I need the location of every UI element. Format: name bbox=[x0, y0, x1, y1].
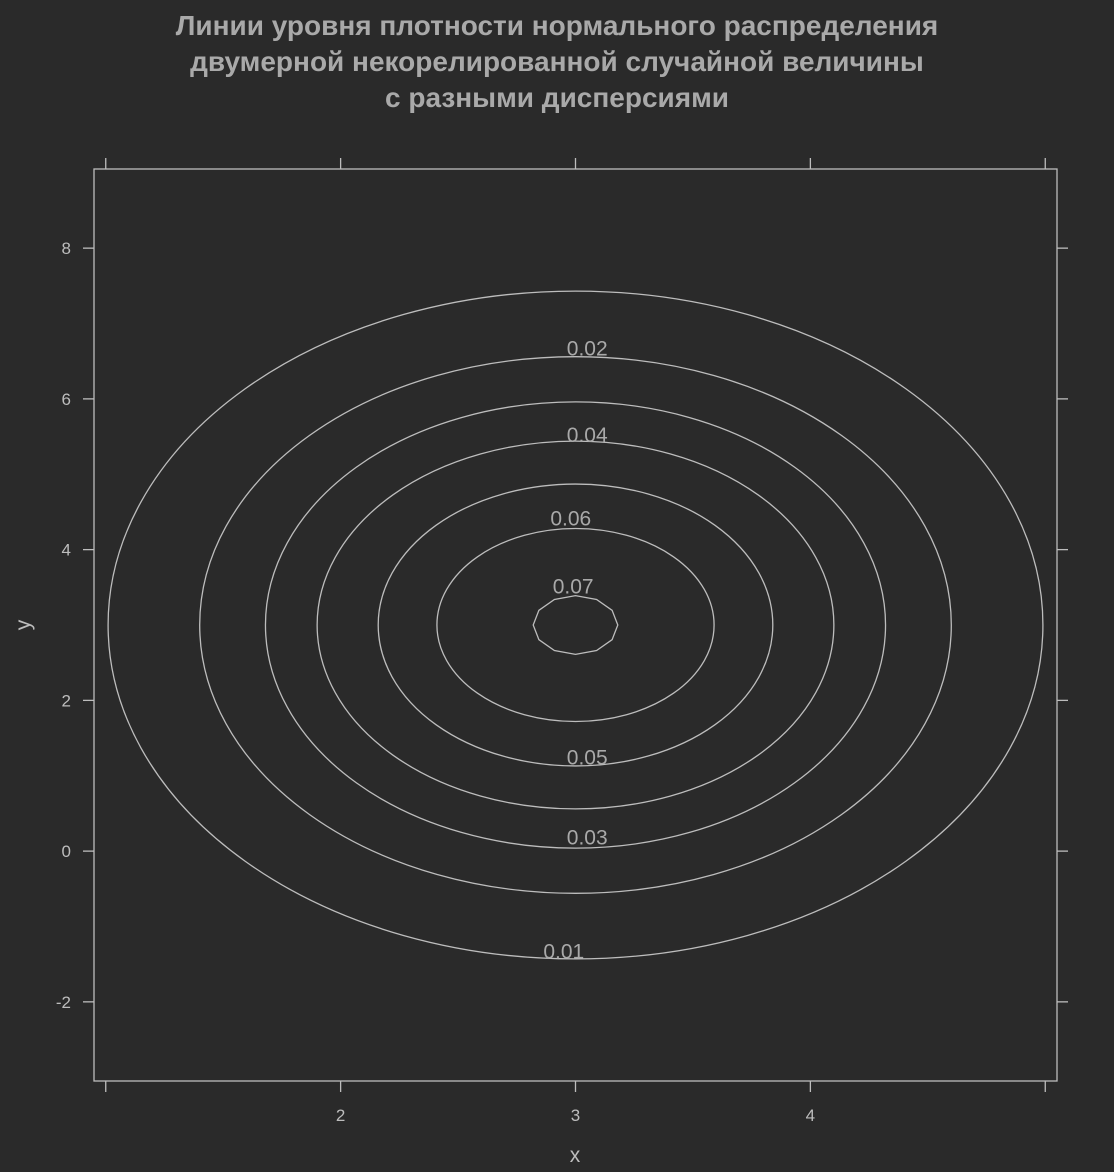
contour-label-0.02: 0.02 bbox=[567, 337, 608, 360]
chart-title: Линии уровня плотности нормального распр… bbox=[176, 10, 939, 113]
contour-label-0.05: 0.05 bbox=[567, 747, 608, 770]
contour-line-0.01 bbox=[107, 290, 1044, 960]
axis-ticks: 2 3 4 -2 0 2 4 6 8 bbox=[56, 158, 1068, 1125]
y-tick-label: 6 bbox=[62, 390, 71, 409]
x-tick-label: 2 bbox=[336, 1106, 345, 1125]
contour-label-0.04: 0.04 bbox=[567, 424, 608, 447]
contour-labels: 0.01 0.02 0.03 0.04 0.05 0.06 0.07 bbox=[543, 337, 608, 963]
contour-line-0.04 bbox=[316, 440, 835, 810]
y-tick-label: -2 bbox=[56, 993, 71, 1012]
contour-label-0.06: 0.06 bbox=[550, 508, 591, 531]
x-tick-label: 3 bbox=[571, 1106, 580, 1125]
y-axis-label: y bbox=[12, 619, 35, 630]
title-line-2: двумерной некорелированной случайной вел… bbox=[190, 46, 924, 77]
y-tick-label: 0 bbox=[62, 842, 71, 861]
y-tick-label: 4 bbox=[62, 541, 71, 560]
contour-lines bbox=[107, 290, 1044, 960]
contour-label-0.01: 0.01 bbox=[543, 940, 584, 963]
contour-line-0.06 bbox=[436, 527, 715, 723]
contour-line-0.02 bbox=[199, 356, 952, 894]
contour-label-0.03: 0.03 bbox=[567, 827, 608, 850]
y-tick-label: 2 bbox=[62, 691, 71, 710]
x-axis-label: x bbox=[570, 1144, 581, 1167]
contour-line-0.07 bbox=[532, 594, 619, 656]
contour-line-0.05 bbox=[377, 483, 774, 767]
title-line-1: Линии уровня плотности нормального распр… bbox=[176, 10, 939, 41]
y-tick-label: 8 bbox=[62, 239, 71, 258]
contour-label-0.07: 0.07 bbox=[553, 576, 594, 599]
title-line-3: с разными дисперсиями bbox=[385, 82, 729, 113]
contour-line-0.03 bbox=[264, 401, 887, 849]
x-tick-label: 4 bbox=[806, 1106, 815, 1125]
